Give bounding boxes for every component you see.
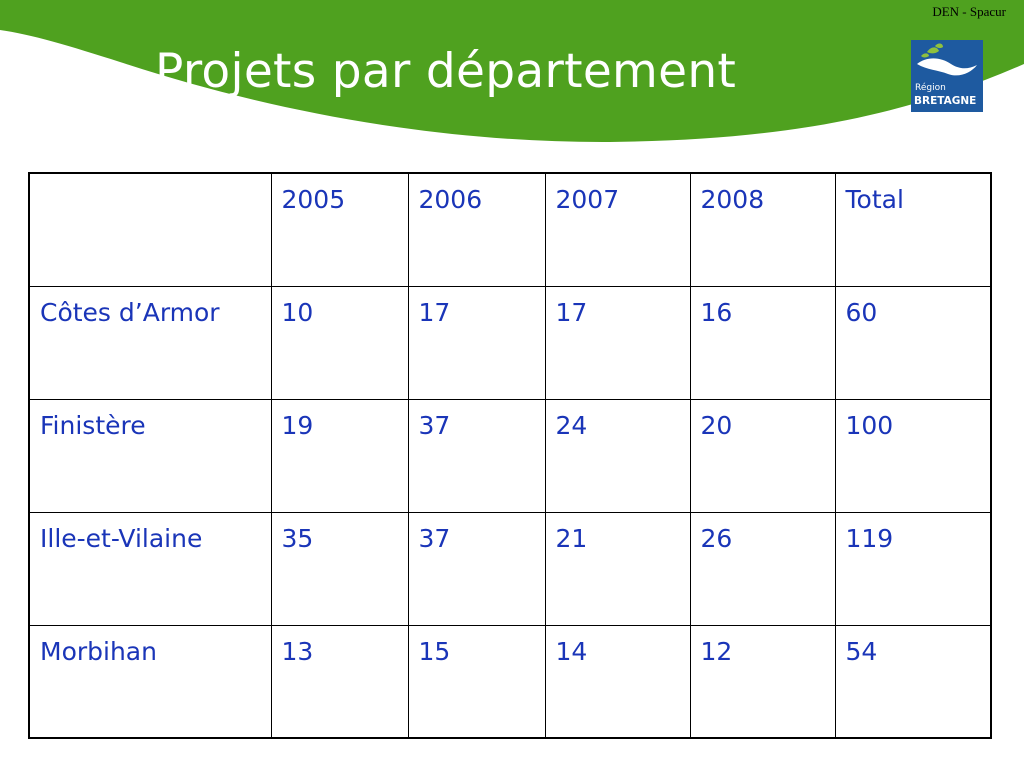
table-cell: 54	[834, 624, 992, 739]
column-header: 2007	[544, 172, 691, 287]
column-header: 2006	[407, 172, 546, 287]
logo-region-text: Région	[915, 82, 946, 93]
table-cell: 17	[544, 285, 691, 400]
table-cell: 21	[544, 511, 691, 626]
region-bretagne-logo: Région BRETAGNE	[911, 40, 983, 112]
table-cell: 24	[544, 398, 691, 513]
logo-bretagne-text: BRETAGNE	[914, 95, 976, 107]
table-row: Morbihan 13 15 14 12 54	[28, 624, 992, 739]
table-cell: 119	[834, 511, 992, 626]
table-cell: 10	[270, 285, 409, 400]
table-cell: 37	[407, 398, 546, 513]
table-row: Finistère 19 37 24 20 100	[28, 398, 992, 513]
table-cell: 26	[689, 511, 836, 626]
table-cell: 15	[407, 624, 546, 739]
table-cell: 17	[407, 285, 546, 400]
table-cell: 35	[270, 511, 409, 626]
table-row: Ille-et-Vilaine 35 37 21 26 119	[28, 511, 992, 626]
table-cell: 60	[834, 285, 992, 400]
row-label: Morbihan	[28, 624, 272, 739]
row-label: Côtes d’Armor	[28, 285, 272, 400]
table-cell: 14	[544, 624, 691, 739]
header-banner	[0, 0, 1024, 143]
column-header: Total	[834, 172, 992, 287]
row-label: Ille-et-Vilaine	[28, 511, 272, 626]
column-header: 2008	[689, 172, 836, 287]
header-cell-empty	[28, 172, 272, 287]
source-label: DEN - Spacur	[932, 4, 1006, 19]
table-cell: 37	[407, 511, 546, 626]
row-label: Finistère	[28, 398, 272, 513]
table-cell: 12	[689, 624, 836, 739]
page-title: Projets par département	[155, 44, 737, 99]
table-cell: 20	[689, 398, 836, 513]
table-row: Côtes d’Armor 10 17 17 16 60	[28, 285, 992, 400]
table-cell: 19	[270, 398, 409, 513]
table-cell: 13	[270, 624, 409, 739]
projects-table: 2005 2006 2007 2008 Total Côtes d’Armor …	[28, 172, 992, 739]
table-cell: 16	[689, 285, 836, 400]
table-cell: 100	[834, 398, 992, 513]
column-header: 2005	[270, 172, 409, 287]
table-header-row: 2005 2006 2007 2008 Total	[28, 172, 992, 287]
